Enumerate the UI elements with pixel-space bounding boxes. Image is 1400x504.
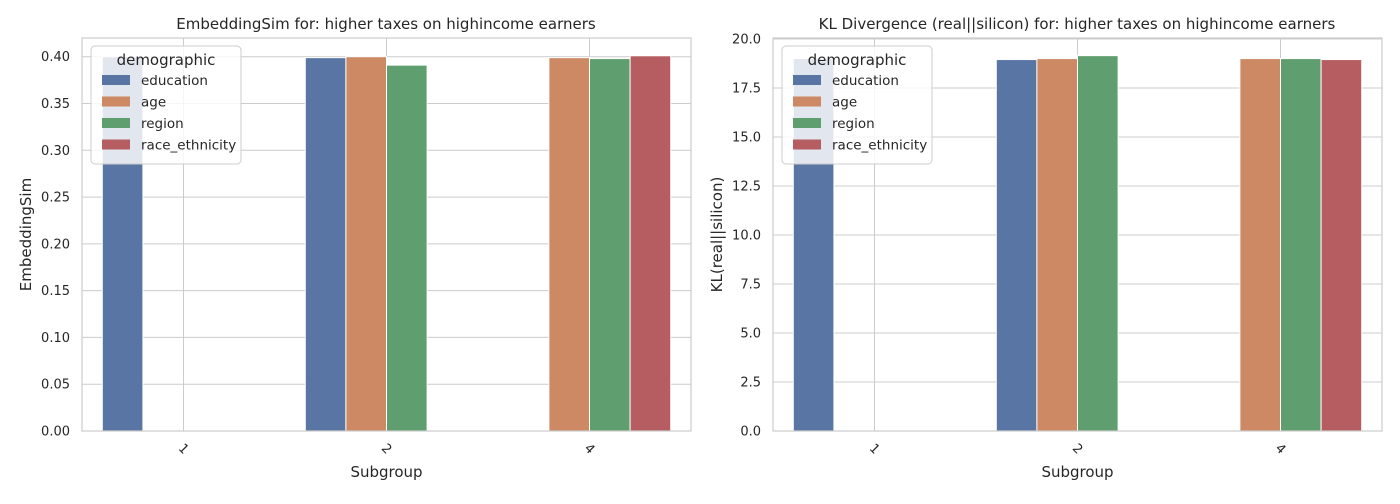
- x-tick-label: 1: [866, 441, 882, 457]
- y-tick-label: 0.10: [41, 331, 70, 346]
- y-tick-label: 12.5: [732, 179, 761, 194]
- legend-title: demographic: [117, 51, 216, 69]
- y-tick-label: 0.15: [41, 284, 70, 299]
- legend-swatch-race_ethnicity: [102, 139, 130, 150]
- y-tick-label: 0.20: [41, 237, 70, 252]
- legend: demographic education age region race_ethnic…: [781, 45, 933, 165]
- x-tick-label: 4: [581, 441, 597, 457]
- legend-swatch-education: [793, 75, 821, 85]
- bar-region-4: [1280, 58, 1322, 432]
- y-tick-label: 7.5: [740, 277, 761, 292]
- legend-label-region: region: [832, 116, 875, 132]
- chart-title: EmbeddingSim for: higher taxes on highin…: [176, 15, 596, 33]
- y-tick-label: 15.0: [732, 130, 761, 145]
- y-tick-label: 10.0: [732, 228, 761, 243]
- y-tick-label: 17.5: [732, 81, 761, 96]
- x-tick-label: 1: [175, 441, 191, 457]
- legend-swatch-region: [102, 118, 130, 128]
- legend-label-race_ethnicity: race_ethnicity: [832, 138, 927, 154]
- y-tick-label: 0.05: [41, 378, 70, 393]
- x-tick-label: 4: [1272, 441, 1288, 457]
- legend-title: demographic: [808, 51, 907, 69]
- bar-education-2: [995, 59, 1038, 432]
- legend-swatch-race_ethnicity: [793, 139, 821, 150]
- legend-label-age: age: [141, 95, 166, 111]
- y-tick-label: 0.00: [41, 425, 70, 440]
- y-axis-label: KL(real||silicon): [708, 177, 726, 293]
- bar-age-2: [345, 56, 387, 432]
- plot-frame: [772, 37, 1383, 432]
- bar-education-2: [304, 57, 347, 432]
- bar-race_ethnicity-4: [629, 55, 672, 432]
- chart-title: KL Divergence (real||silicon) for: highe…: [819, 15, 1336, 33]
- chart-panel-kl-divergence: 0.0 2.5 5.0 7.5 10.0 12.5 15.0 17.5 20.0 1 2 4 KL Di…: [708, 15, 1383, 481]
- legend-label-race_ethnicity: race_ethnicity: [141, 138, 236, 154]
- y-tick-label: 5.0: [740, 326, 761, 341]
- bar-region-2: [386, 64, 428, 432]
- x-tick-label: 2: [378, 441, 394, 457]
- legend-swatch-region: [793, 118, 821, 128]
- y-tick-label: 0.0: [740, 425, 761, 440]
- bar-region-4: [589, 58, 631, 432]
- bar-race_ethnicity-4: [1320, 59, 1363, 432]
- bar-region-2: [1077, 55, 1119, 432]
- legend-label-education: education: [141, 73, 208, 89]
- y-tick-label: 0.30: [41, 144, 70, 159]
- bar-age-2: [1036, 58, 1079, 432]
- x-axis-label: Subgroup: [1041, 463, 1113, 481]
- bar-age-4: [1239, 58, 1282, 432]
- y-tick-label: 0.25: [41, 191, 70, 206]
- legend-label-region: region: [141, 116, 184, 132]
- legend-swatch-age: [102, 96, 130, 107]
- y-tick-label: 0.40: [41, 50, 70, 65]
- chart-panel-embeddingsim: 0.00 0.05 0.10 0.15 0.20 0.25 0.30 0.35 0.40 1 2 4 E…: [17, 15, 692, 481]
- legend: demographic education age region race_ethnic…: [90, 45, 242, 165]
- plot-frame: [81, 37, 692, 432]
- legend-swatch-age: [793, 96, 821, 107]
- legend-label-education: education: [832, 73, 899, 89]
- bar-age-4: [548, 57, 591, 432]
- x-tick-label: 2: [1069, 441, 1085, 457]
- y-axis-label: EmbeddingSim: [17, 178, 35, 291]
- y-tick-label: 0.35: [41, 97, 70, 112]
- y-tick-label: 2.5: [740, 375, 761, 390]
- legend-swatch-education: [102, 75, 130, 85]
- legend-label-age: age: [832, 95, 857, 111]
- y-tick-label: 20.0: [732, 32, 761, 47]
- x-axis-label: Subgroup: [350, 463, 422, 481]
